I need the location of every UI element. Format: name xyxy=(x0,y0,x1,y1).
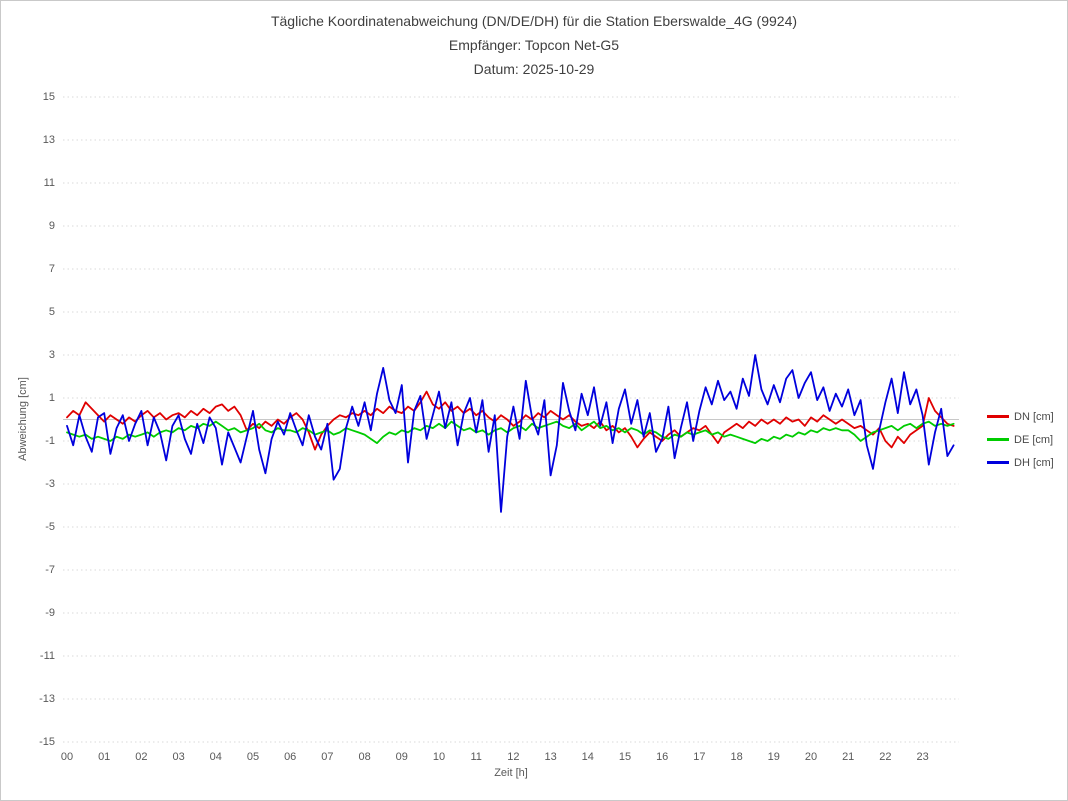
y-tick-label: -3 xyxy=(45,478,55,490)
x-tick-label: 04 xyxy=(209,751,222,763)
x-tick-label: 12 xyxy=(507,751,520,763)
x-tick-label: 23 xyxy=(916,751,929,763)
legend-label-dh: DH [cm] xyxy=(1014,456,1054,469)
x-tick-label: 22 xyxy=(879,751,892,763)
x-tick-label: 08 xyxy=(358,751,371,763)
legend-entry-de: DE [cm] xyxy=(987,428,1054,451)
y-tick-label: 9 xyxy=(48,220,55,232)
chart-title-block: Tägliche Koordinatenabweichung (DN/DE/DH… xyxy=(1,9,1067,81)
x-tick-label: 03 xyxy=(172,751,185,763)
x-tick-label: 06 xyxy=(284,751,297,763)
x-tick-label: 05 xyxy=(246,751,260,763)
x-tick-label: 15 xyxy=(618,751,632,763)
x-tick-label: 01 xyxy=(98,751,111,763)
y-axis-title: Abweichung [cm] xyxy=(17,377,29,461)
y-tick-label: 15 xyxy=(42,91,55,103)
x-tick-label: 16 xyxy=(656,751,669,763)
y-tick-label: -11 xyxy=(39,650,55,662)
y-tick-label: -5 xyxy=(45,521,55,533)
legend-entry-dn: DN [cm] xyxy=(987,405,1054,428)
y-tick-label: 13 xyxy=(42,134,55,146)
y-tick-label: 1 xyxy=(48,392,55,404)
y-tick-label: 3 xyxy=(48,349,55,361)
dn-line-swatch xyxy=(987,415,1009,418)
y-tick-label: -9 xyxy=(45,607,55,619)
de-line-swatch xyxy=(987,438,1009,441)
y-tick-label: -1 xyxy=(45,435,55,447)
x-tick-label: 13 xyxy=(544,751,557,763)
y-tick-label: 11 xyxy=(43,177,55,189)
x-tick-label: 00 xyxy=(60,751,74,763)
x-tick-label: 18 xyxy=(730,751,743,763)
x-tick-label: 20 xyxy=(804,751,818,763)
chart-title-line3: Datum: 2025-10-29 xyxy=(473,61,595,77)
legend-label-de: DE [cm] xyxy=(1014,433,1054,446)
y-tick-label: -7 xyxy=(45,564,55,576)
x-tick-label: 02 xyxy=(135,751,148,763)
y-tick-label: -13 xyxy=(39,693,55,705)
series-line-de xyxy=(66,420,955,445)
legend-label-dn: DN [cm] xyxy=(1014,410,1054,423)
x-tick-label: 11 xyxy=(470,751,482,763)
chart-title-line1: Tägliche Koordinatenabweichung (DN/DE/DH… xyxy=(270,13,798,29)
y-tick-label: -15 xyxy=(39,736,55,748)
x-axis-title: Zeit [h] xyxy=(494,767,528,779)
y-tick-label: 7 xyxy=(48,263,55,275)
x-tick-label: 14 xyxy=(581,751,594,763)
series-line-dh xyxy=(66,354,955,513)
x-tick-label: 07 xyxy=(321,751,334,763)
chart-title-line2: Empfänger: Topcon Net-G5 xyxy=(448,37,620,53)
legend: DN [cm] DE [cm] DH [cm] xyxy=(987,405,1054,474)
dh-line-swatch xyxy=(987,461,1009,464)
x-tick-label: 10 xyxy=(432,751,446,763)
x-tick-label: 19 xyxy=(767,751,780,763)
x-tick-label: 09 xyxy=(395,751,408,763)
y-tick-label: 5 xyxy=(48,306,55,318)
x-tick-label: 17 xyxy=(693,751,706,763)
legend-entry-dh: DH [cm] xyxy=(987,451,1054,474)
x-tick-label: 21 xyxy=(842,751,855,763)
